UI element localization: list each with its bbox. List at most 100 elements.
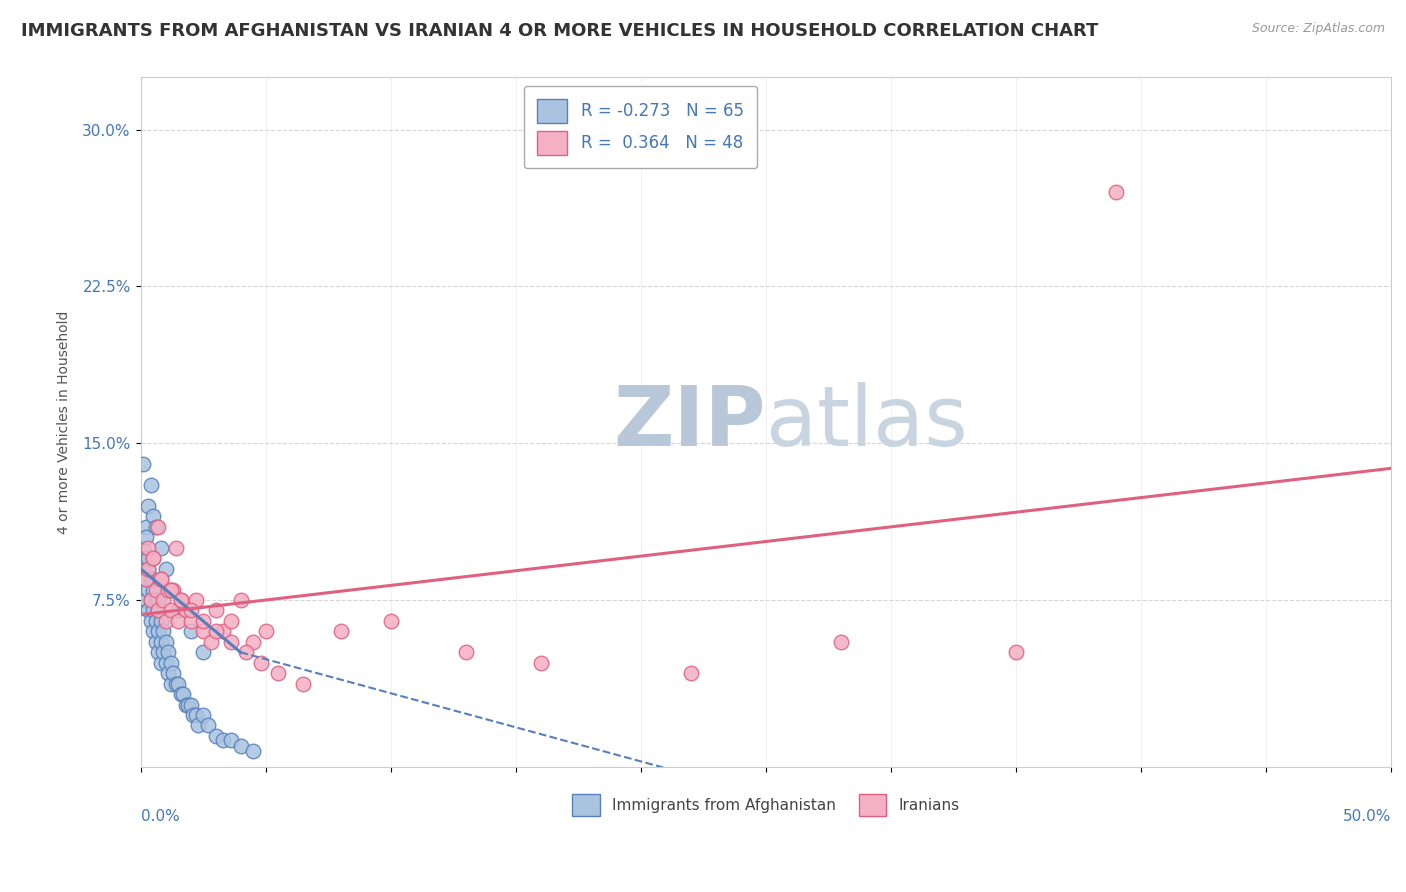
Point xyxy=(142,603,165,617)
Point xyxy=(219,733,242,747)
Point xyxy=(204,729,226,743)
Text: 50.0%: 50.0% xyxy=(1343,809,1391,823)
Point xyxy=(145,520,167,534)
Point xyxy=(219,614,242,628)
Point xyxy=(132,541,155,555)
Point xyxy=(184,708,207,723)
Point xyxy=(134,572,156,586)
Point xyxy=(191,645,214,659)
Point xyxy=(139,478,162,492)
Point xyxy=(132,562,155,576)
Point xyxy=(155,614,177,628)
Point xyxy=(134,551,156,566)
Point xyxy=(157,645,180,659)
Point xyxy=(136,582,159,597)
Point xyxy=(136,541,159,555)
Point xyxy=(159,582,181,597)
Point xyxy=(146,624,169,639)
Text: atlas: atlas xyxy=(766,382,967,463)
Point xyxy=(136,562,159,576)
Point xyxy=(454,645,477,659)
Point xyxy=(174,698,197,712)
Point xyxy=(1105,186,1128,200)
Point xyxy=(134,572,156,586)
Point xyxy=(152,593,174,607)
Point xyxy=(165,676,187,690)
Point xyxy=(184,593,207,607)
Text: 0.0%: 0.0% xyxy=(141,809,179,823)
Point xyxy=(142,509,165,524)
Point xyxy=(229,593,252,607)
Point xyxy=(172,687,194,701)
Point xyxy=(530,656,553,670)
Point xyxy=(174,603,197,617)
Text: ZIP: ZIP xyxy=(613,382,766,463)
Point xyxy=(169,687,191,701)
Point xyxy=(219,635,242,649)
Point xyxy=(159,656,181,670)
Point xyxy=(142,551,165,566)
Point xyxy=(249,656,271,670)
Point xyxy=(187,718,209,732)
Point xyxy=(191,624,214,639)
Point xyxy=(134,520,156,534)
Point xyxy=(136,499,159,513)
Point xyxy=(146,520,169,534)
Point xyxy=(212,733,235,747)
Point xyxy=(149,656,172,670)
Point xyxy=(136,551,159,566)
Point xyxy=(197,718,219,732)
Point xyxy=(191,708,214,723)
Point xyxy=(167,676,190,690)
Point xyxy=(180,614,202,628)
Point xyxy=(142,624,165,639)
Point xyxy=(155,635,177,649)
Point xyxy=(267,666,290,681)
Point xyxy=(139,593,162,607)
Point xyxy=(139,572,162,586)
Point xyxy=(139,614,162,628)
Point xyxy=(229,739,252,754)
Point xyxy=(292,676,315,690)
Point xyxy=(254,624,277,639)
Point xyxy=(149,572,172,586)
Point xyxy=(142,582,165,597)
Point xyxy=(212,624,235,639)
Point xyxy=(142,572,165,586)
Point xyxy=(1005,645,1028,659)
Point xyxy=(177,698,200,712)
Point xyxy=(162,582,184,597)
Point xyxy=(191,614,214,628)
Point xyxy=(145,582,167,597)
Point xyxy=(149,635,172,649)
Point xyxy=(157,582,180,597)
Point xyxy=(380,614,402,628)
Point xyxy=(180,624,202,639)
Point xyxy=(145,593,167,607)
Point xyxy=(159,676,181,690)
Point xyxy=(142,551,165,566)
Point xyxy=(155,656,177,670)
Point xyxy=(159,603,181,617)
Point xyxy=(152,645,174,659)
Point xyxy=(152,624,174,639)
Point xyxy=(242,743,264,757)
Point xyxy=(679,666,702,681)
Point xyxy=(139,593,162,607)
Point xyxy=(167,603,190,617)
Y-axis label: 4 or more Vehicles in Household: 4 or more Vehicles in Household xyxy=(58,310,72,534)
Text: Source: ZipAtlas.com: Source: ZipAtlas.com xyxy=(1251,22,1385,36)
Point xyxy=(146,603,169,617)
Point xyxy=(329,624,352,639)
Point xyxy=(162,666,184,681)
Point xyxy=(146,593,169,607)
Point xyxy=(830,635,852,649)
Point xyxy=(134,530,156,544)
Point xyxy=(155,562,177,576)
Point xyxy=(180,698,202,712)
Point xyxy=(180,603,202,617)
Point xyxy=(136,603,159,617)
Point xyxy=(204,603,226,617)
Legend: Immigrants from Afghanistan, Iranians: Immigrants from Afghanistan, Iranians xyxy=(567,788,966,822)
Point xyxy=(132,457,155,471)
